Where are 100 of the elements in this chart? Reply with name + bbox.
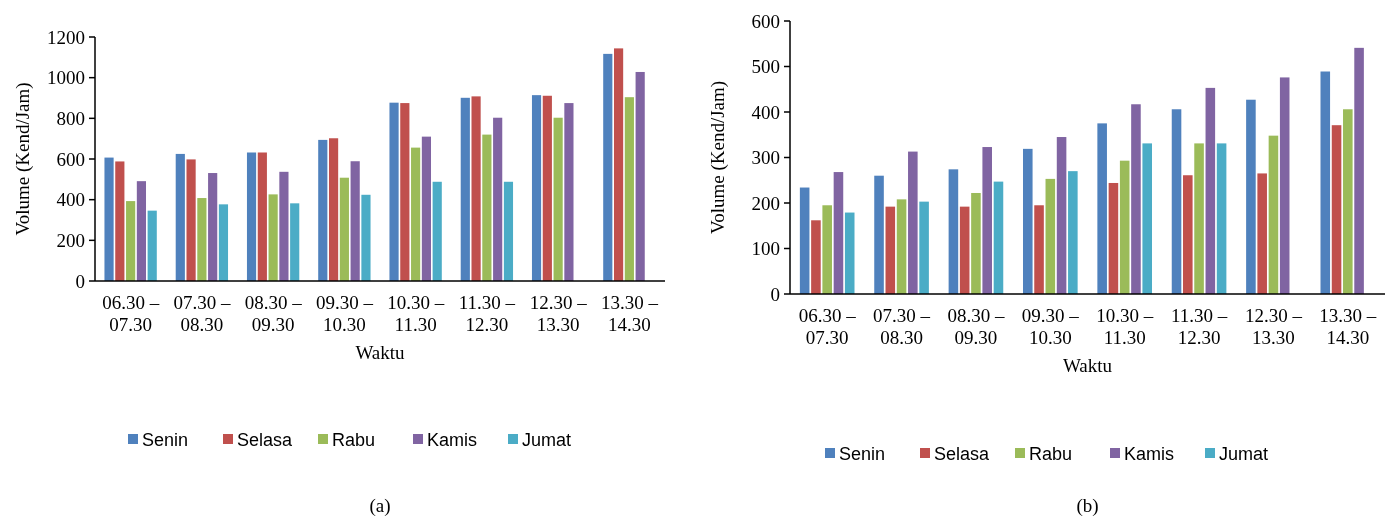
bar	[959, 206, 970, 294]
y-tick-label: 600	[56, 148, 85, 170]
bar	[844, 212, 855, 294]
bar	[1142, 143, 1152, 294]
x-tick-label: 13.30 – 14.30	[600, 292, 659, 335]
bar	[1279, 77, 1290, 294]
bar	[564, 103, 574, 281]
bar	[603, 53, 613, 281]
bar	[542, 95, 552, 281]
bar	[971, 192, 981, 294]
bar	[400, 103, 410, 281]
x-tick-label: 09.30 – 10.30	[315, 292, 374, 335]
bar	[948, 169, 959, 294]
y-tick-label: 400	[56, 189, 85, 211]
bar	[1119, 160, 1130, 294]
legend-label: Kamis	[1124, 444, 1175, 465]
y-tick-label: 600	[751, 10, 780, 32]
bar	[1354, 47, 1364, 294]
y-tick-label: 1000	[47, 67, 85, 89]
bar	[874, 175, 884, 294]
x-tick-label: 08.30 – 09.30	[947, 305, 1005, 348]
bar	[614, 48, 624, 281]
x-tick-label: 06.30 – 07.30	[102, 292, 160, 335]
x-tick-label: 08.30 – 09.30	[244, 292, 303, 335]
bar	[493, 117, 503, 281]
bar	[1097, 123, 1107, 294]
bar	[799, 187, 810, 294]
bar	[411, 147, 421, 281]
bar	[993, 181, 1004, 294]
bar	[1034, 205, 1044, 294]
bar	[635, 71, 645, 281]
y-axis-title: Volume (Kend/Jam)	[707, 80, 729, 235]
y-tick-label: 500	[751, 56, 780, 78]
bar	[1320, 71, 1331, 294]
text: (a)	[369, 495, 391, 517]
legend-label: Jumat	[522, 430, 572, 451]
bar	[432, 181, 442, 281]
bar	[503, 181, 514, 281]
bar	[1216, 143, 1227, 294]
bar	[126, 201, 136, 281]
bar	[186, 159, 196, 281]
bar	[624, 97, 634, 281]
y-tick-label: 400	[751, 101, 780, 123]
bar	[290, 203, 300, 281]
bar	[1268, 135, 1279, 294]
x-tick-label: 13.30 – 14.30	[1319, 305, 1377, 348]
bar	[982, 147, 992, 294]
bar	[822, 205, 832, 294]
bar	[885, 206, 896, 294]
bar	[136, 181, 146, 281]
bar	[389, 102, 399, 281]
y-tick-label: 300	[751, 147, 780, 169]
bar	[1331, 125, 1342, 294]
bar	[1246, 99, 1256, 294]
x-tick-label: 11.30 – 12.30	[458, 292, 516, 335]
bar	[1056, 137, 1067, 294]
bar	[919, 201, 929, 294]
bar	[339, 177, 349, 281]
bar	[1183, 175, 1193, 294]
bar	[460, 97, 470, 281]
bar	[908, 151, 918, 294]
bar	[1045, 178, 1056, 294]
y-tick-label: 0	[770, 283, 780, 305]
legend-label: Kamis	[427, 430, 478, 451]
bar	[1343, 109, 1353, 294]
bar	[1171, 109, 1182, 294]
y-tick-label: 200	[56, 229, 85, 251]
legend-label: Senin	[142, 430, 189, 451]
bar	[246, 152, 257, 281]
x-tick-label: 09.30 – 10.30	[1021, 305, 1080, 348]
y-tick-label: 200	[751, 192, 780, 214]
x-tick-label: 12.30 – 13.30	[1244, 305, 1303, 348]
legend-label: Rabu	[332, 430, 376, 451]
bar	[1068, 171, 1078, 294]
x-tick-label: 07.30 – 08.30	[873, 305, 931, 348]
bar	[1194, 143, 1204, 294]
legend-label: Senin	[839, 444, 886, 465]
bar	[197, 198, 207, 281]
bar	[147, 210, 157, 281]
bar	[421, 136, 431, 281]
bar	[350, 161, 360, 281]
x-tick-label: 10.30 – 11.30	[1096, 305, 1154, 348]
legend-label: Selasa	[934, 444, 991, 465]
bar	[279, 171, 289, 281]
x-tick-label: 12.30 – 13.30	[529, 292, 588, 335]
bar	[1205, 87, 1216, 294]
y-tick-label: 0	[75, 270, 85, 292]
bar	[257, 152, 267, 281]
bar	[268, 194, 278, 281]
bar	[208, 173, 218, 281]
x-axis-title: Waktu	[355, 342, 406, 363]
bar	[833, 172, 844, 294]
bar	[329, 138, 339, 281]
legend-label: Selasa	[237, 430, 294, 451]
bar	[1131, 104, 1141, 294]
y-tick-label: 100	[751, 238, 780, 260]
bar	[361, 194, 371, 281]
bar	[553, 117, 563, 281]
bar	[1257, 173, 1267, 294]
x-axis-title: Waktu	[1062, 355, 1113, 376]
